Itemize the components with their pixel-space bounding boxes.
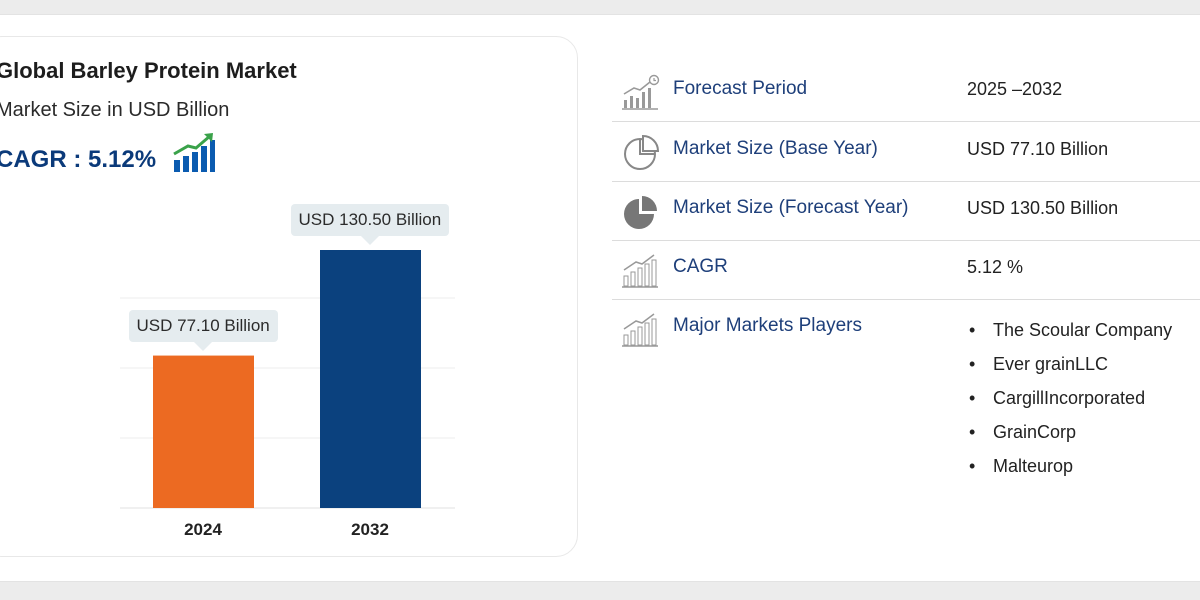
list-item: GrainCorp xyxy=(967,415,1172,449)
chart-subtitle: Market Size in USD Billion xyxy=(0,99,230,121)
row-label: CAGR xyxy=(673,256,728,277)
chart-title: Global Barley Protein Market xyxy=(0,58,297,83)
table-row: CAGR 5.12 % xyxy=(612,240,1200,300)
growth-bars-icon xyxy=(173,133,215,172)
row-value: 5.12 % xyxy=(967,257,1024,277)
list-item: The Scoular Company xyxy=(967,313,1172,347)
chart-clock-icon xyxy=(622,74,660,110)
row-label: Market Size (Base Year) xyxy=(673,138,878,159)
pie-outline-icon xyxy=(624,134,660,170)
table-row: Forecast Period 2025 –2032 xyxy=(612,62,1200,122)
bar-chart xyxy=(120,250,455,509)
growth-chart-icon xyxy=(622,254,658,288)
row-value: USD 130.50 Billion xyxy=(967,198,1119,218)
cagr-text: CAGR : 5.12% xyxy=(0,146,157,173)
row-label: Market Size (Forecast Year) xyxy=(673,197,909,218)
list-item: Ever grainLLC xyxy=(967,347,1172,381)
table-row: Market Size (Base Year) USD 77.10 Billion xyxy=(612,122,1200,182)
growth-chart-icon xyxy=(622,313,658,347)
bar-2024 xyxy=(153,355,254,508)
data-label-2032: USD 130.50 Billion xyxy=(290,204,450,245)
row-value: 2025 –2032 xyxy=(967,79,1063,99)
tick-label-2032: 2032 xyxy=(351,520,389,539)
table-row: Major Markets Players The Scoular Company… xyxy=(612,299,1200,499)
pie-filled-icon xyxy=(624,196,657,229)
list-item: CargillIncorporated xyxy=(967,381,1172,415)
players-list: The Scoular CompanyEver grainLLCCargillI… xyxy=(967,313,1172,483)
tick-label-2024: 2024 xyxy=(184,520,222,539)
chart-card xyxy=(0,36,578,557)
bar-2032 xyxy=(320,250,421,508)
list-item: Malteurop xyxy=(967,449,1172,483)
row-label: Forecast Period xyxy=(673,78,808,99)
row-value: USD 77.10 Billion xyxy=(967,139,1109,159)
row-label: Major Markets Players xyxy=(673,315,862,336)
data-label-2024: USD 77.10 Billion xyxy=(128,309,278,351)
table-row: Market Size (Forecast Year) USD 130.50 Bi… xyxy=(612,181,1200,241)
